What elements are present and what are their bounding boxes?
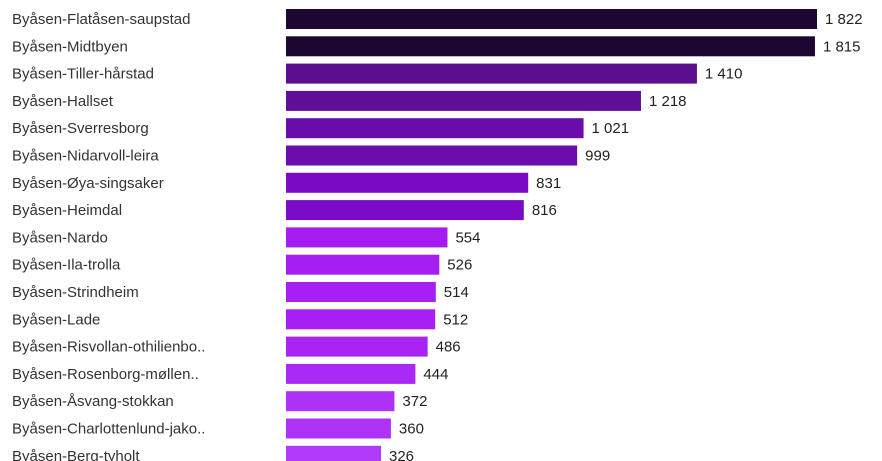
bar-row: Byåsen-Lade 512 <box>12 309 468 330</box>
value-label: 1 410 <box>705 66 743 83</box>
bar-row: Byåsen-Nidarvoll-leira 999 <box>12 145 610 166</box>
value-label: 1 815 <box>823 38 861 55</box>
value-label: 360 <box>399 421 424 438</box>
category-label: Byåsen-Rosenborg-møllen.. <box>12 366 199 383</box>
category-label: Byåsen-Flatåsen-saupstad <box>12 11 190 28</box>
bar <box>286 282 436 302</box>
value-label: 486 <box>436 339 461 356</box>
value-label: 444 <box>423 366 448 383</box>
category-label: Byåsen-Midtbyen <box>12 38 128 55</box>
value-label: 999 <box>585 148 610 165</box>
bar <box>286 418 391 439</box>
bar <box>286 118 584 139</box>
bar <box>286 254 440 275</box>
category-label: Byåsen-Hallset <box>12 93 114 110</box>
category-label: Byåsen-Øya-singsaker <box>12 175 164 192</box>
value-label: 326 <box>389 448 414 461</box>
bar <box>286 63 697 84</box>
bar-row: Byåsen-Nardo 554 <box>12 227 480 248</box>
category-label: Byåsen-Sverresborg <box>12 120 149 137</box>
value-label: 512 <box>443 311 468 328</box>
category-label: Byåsen-Nidarvoll-leira <box>12 148 159 165</box>
value-label: 1 021 <box>592 120 630 137</box>
bar-row: Byåsen-Rosenborg-møllen.. 444 <box>12 363 448 384</box>
bar <box>286 145 578 166</box>
bar-row: Byåsen-Berg-tyholt 326 <box>12 445 414 461</box>
category-label: Byåsen-Lade <box>12 311 100 328</box>
category-label: Byåsen-Ila-trolla <box>12 257 121 274</box>
value-label: 372 <box>402 393 427 410</box>
value-label: 831 <box>536 175 561 192</box>
bar-row: Byåsen-Heimdal 816 <box>12 200 557 221</box>
value-label: 514 <box>444 284 469 301</box>
category-label: Byåsen-Berg-tyholt <box>12 448 140 461</box>
bar-row: Byåsen-Flatåsen-saupstad 1 822 <box>12 9 863 29</box>
bar-row: Byåsen-Tiller-hårstad 1 410 <box>12 63 743 84</box>
value-label: 1 218 <box>649 93 687 110</box>
bar <box>286 336 428 357</box>
category-label: Byåsen-Heimdal <box>12 202 122 219</box>
value-label: 1 822 <box>825 11 863 28</box>
bar <box>286 200 524 221</box>
bar-row: Byåsen-Midtbyen 1 815 <box>12 36 861 57</box>
value-label: 816 <box>532 202 557 219</box>
bar-row: Byåsen-Øya-singsaker 831 <box>12 172 561 193</box>
bar-row: Byåsen-Charlottenlund-jako.. 360 <box>12 418 424 439</box>
value-label: 554 <box>455 229 480 246</box>
category-label: Byåsen-Risvollan-othilienbo.. <box>12 339 205 356</box>
bar <box>286 391 395 412</box>
category-label: Byåsen-Åsvang-stokkan <box>12 393 174 410</box>
category-label: Byåsen-Tiller-hårstad <box>12 66 154 83</box>
bar <box>286 9 817 29</box>
bar-row: Byåsen-Strindheim 514 <box>12 282 469 302</box>
bar <box>286 363 416 384</box>
category-label: Byåsen-Charlottenlund-jako.. <box>12 421 205 438</box>
bar <box>286 445 382 461</box>
bar <box>286 90 641 111</box>
bar <box>286 36 815 57</box>
bar-row: Byåsen-Åsvang-stokkan 372 <box>12 391 427 412</box>
bar-row: Byåsen-Risvollan-othilienbo.. 486 <box>12 336 461 357</box>
bar-row: Byåsen-Hallset 1 218 <box>12 90 687 111</box>
category-label: Byåsen-Strindheim <box>12 284 139 301</box>
bar <box>286 309 436 330</box>
bar <box>286 227 448 248</box>
bar-row: Byåsen-Ila-trolla 526 <box>12 254 472 275</box>
bar-row: Byåsen-Sverresborg 1 021 <box>12 118 630 139</box>
category-label: Byåsen-Nardo <box>12 229 108 246</box>
bar <box>286 172 529 193</box>
value-label: 526 <box>447 257 472 274</box>
